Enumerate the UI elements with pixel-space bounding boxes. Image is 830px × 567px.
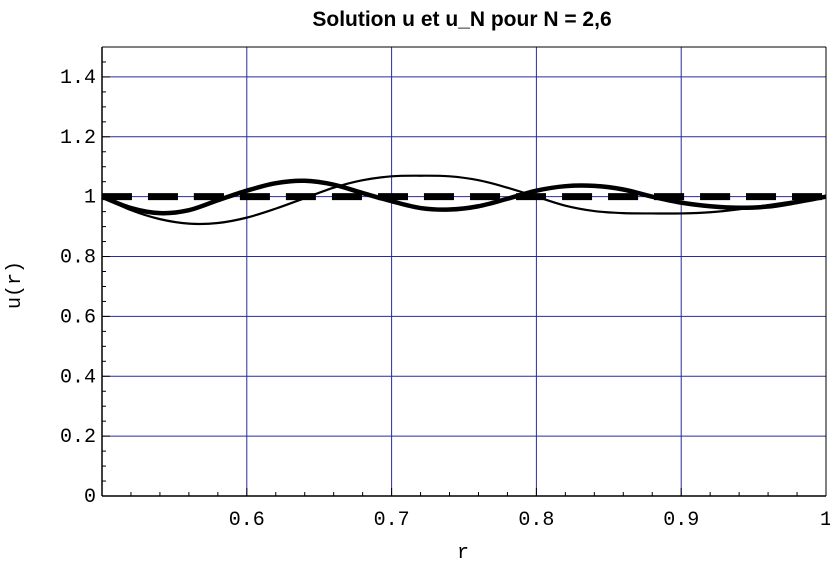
y-tick-label-5: 1 [84,187,96,210]
y-tick-label-7: 1.4 [60,67,96,90]
plot-frame [101,46,827,497]
y-tick-label-6: 1.2 [60,127,96,150]
chart-title: Solution u et u_N pour N = 2,6 [312,8,611,31]
x-axis-label: r [457,542,469,565]
series-line-2 [101,178,827,216]
x-tick-label-4: 1 [820,509,830,532]
y-tick-label-0: 0 [84,486,96,509]
x-tick-label-2: 0.8 [518,509,554,532]
grid [102,47,826,496]
y-axis-label: u(r) [4,261,27,309]
x-tick-label-1: 0.7 [374,509,410,532]
ticks [101,46,827,497]
series-line-1 [101,174,827,226]
x-tick-label-3: 0.9 [663,509,699,532]
y-tick-label-1: 0.2 [60,426,96,449]
y-tick-label-2: 0.4 [60,366,96,389]
tick-labels: 0.6 0.7 0.8 0.9 1 0 0.2 0.4 0.6 0.8 1 1.2 1.4 [60,67,830,532]
y-tick-label-4: 0.8 [60,247,96,270]
series-layer [101,174,827,226]
y-tick-label-3: 0.6 [60,306,96,329]
x-tick-label-0: 0.6 [229,509,265,532]
